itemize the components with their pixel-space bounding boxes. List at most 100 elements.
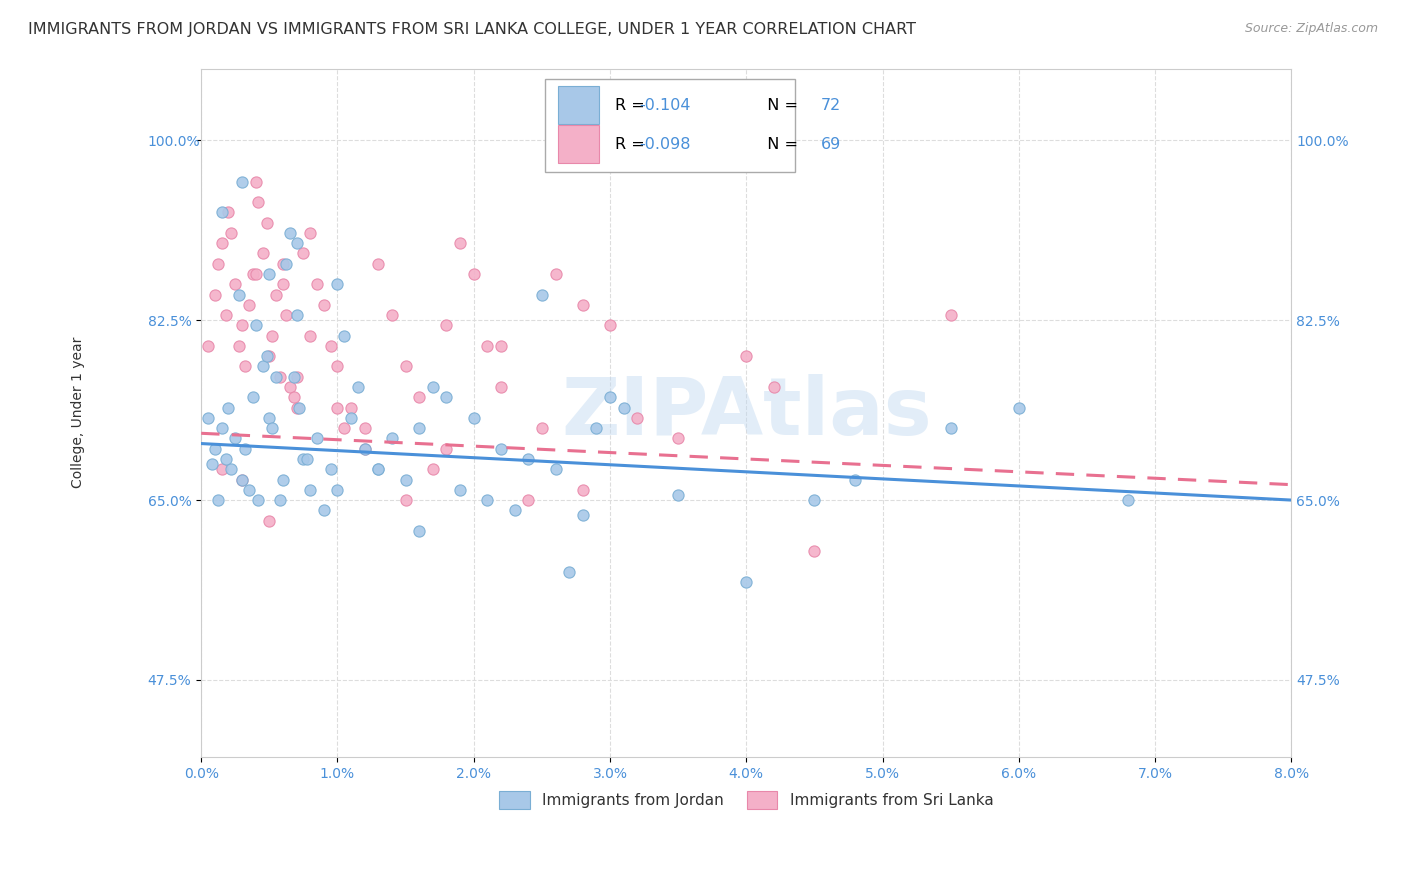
Point xyxy=(477,493,499,508)
Point xyxy=(422,380,444,394)
Point xyxy=(231,473,253,487)
Point xyxy=(939,308,962,322)
Point xyxy=(367,257,389,271)
Text: ZIPAtlas: ZIPAtlas xyxy=(561,374,932,451)
Point xyxy=(242,267,264,281)
Point xyxy=(558,565,581,579)
Point xyxy=(312,503,335,517)
Point xyxy=(544,267,567,281)
Point xyxy=(259,514,281,528)
Point xyxy=(271,277,294,292)
Point xyxy=(211,236,233,251)
Point xyxy=(259,410,281,425)
Point xyxy=(319,462,342,476)
Point xyxy=(217,205,239,219)
Point xyxy=(262,421,284,435)
Point xyxy=(319,339,342,353)
Point xyxy=(571,508,593,523)
Point xyxy=(463,267,485,281)
Point xyxy=(264,287,287,301)
Point xyxy=(231,473,253,487)
Point xyxy=(247,493,270,508)
Point xyxy=(666,488,689,502)
Point xyxy=(238,483,260,497)
Point xyxy=(283,369,305,384)
Point xyxy=(489,339,512,353)
Point xyxy=(233,359,256,374)
Point xyxy=(626,410,648,425)
Point xyxy=(517,493,540,508)
Point xyxy=(262,328,284,343)
Point xyxy=(333,328,356,343)
Point xyxy=(844,473,866,487)
Point xyxy=(312,298,335,312)
Point xyxy=(247,195,270,210)
Point xyxy=(326,359,349,374)
Point xyxy=(224,277,246,292)
Point xyxy=(762,380,785,394)
Point xyxy=(477,339,499,353)
Point xyxy=(394,473,416,487)
Point xyxy=(285,401,308,415)
Point xyxy=(252,246,274,260)
Point xyxy=(340,410,363,425)
Point xyxy=(274,308,297,322)
Point xyxy=(242,390,264,404)
Point xyxy=(503,503,526,517)
Point xyxy=(238,298,260,312)
Point xyxy=(245,267,267,281)
Point xyxy=(408,421,430,435)
Point xyxy=(666,432,689,446)
Point xyxy=(224,432,246,446)
Text: -0.098: -0.098 xyxy=(640,136,690,152)
Point xyxy=(278,380,301,394)
Point xyxy=(274,257,297,271)
Point xyxy=(285,308,308,322)
Point xyxy=(599,390,621,404)
Point xyxy=(530,421,553,435)
Point xyxy=(197,410,219,425)
Point xyxy=(381,432,404,446)
Point xyxy=(463,410,485,425)
Point xyxy=(197,339,219,353)
Point xyxy=(394,493,416,508)
Point xyxy=(585,421,607,435)
Point xyxy=(278,226,301,240)
Point xyxy=(333,421,356,435)
Point xyxy=(436,390,458,404)
Point xyxy=(367,462,389,476)
Point xyxy=(207,257,229,271)
Point xyxy=(271,473,294,487)
Point xyxy=(297,452,319,467)
Point xyxy=(613,401,636,415)
Point xyxy=(269,369,291,384)
Point xyxy=(353,421,375,435)
Point xyxy=(264,369,287,384)
Point xyxy=(367,462,389,476)
Point xyxy=(252,359,274,374)
Point xyxy=(353,442,375,456)
Text: -0.104: -0.104 xyxy=(640,97,690,112)
Point xyxy=(231,318,253,333)
Text: 69: 69 xyxy=(821,136,841,152)
Point xyxy=(233,442,256,456)
Text: IMMIGRANTS FROM JORDAN VS IMMIGRANTS FROM SRI LANKA COLLEGE, UNDER 1 YEAR CORREL: IMMIGRANTS FROM JORDAN VS IMMIGRANTS FRO… xyxy=(28,22,917,37)
Point xyxy=(326,483,349,497)
Point xyxy=(215,308,238,322)
Point xyxy=(394,359,416,374)
Point xyxy=(204,287,226,301)
Point xyxy=(204,442,226,456)
Text: 72: 72 xyxy=(821,97,841,112)
Point xyxy=(305,277,328,292)
Point xyxy=(340,401,363,415)
Point xyxy=(544,462,567,476)
Legend: Immigrants from Jordan, Immigrants from Sri Lanka: Immigrants from Jordan, Immigrants from … xyxy=(494,785,1000,814)
Point xyxy=(305,432,328,446)
Point xyxy=(1008,401,1031,415)
Point xyxy=(449,236,471,251)
Text: N =: N = xyxy=(758,97,803,112)
Point xyxy=(489,442,512,456)
Point xyxy=(269,493,291,508)
Point xyxy=(215,452,238,467)
Point xyxy=(326,277,349,292)
